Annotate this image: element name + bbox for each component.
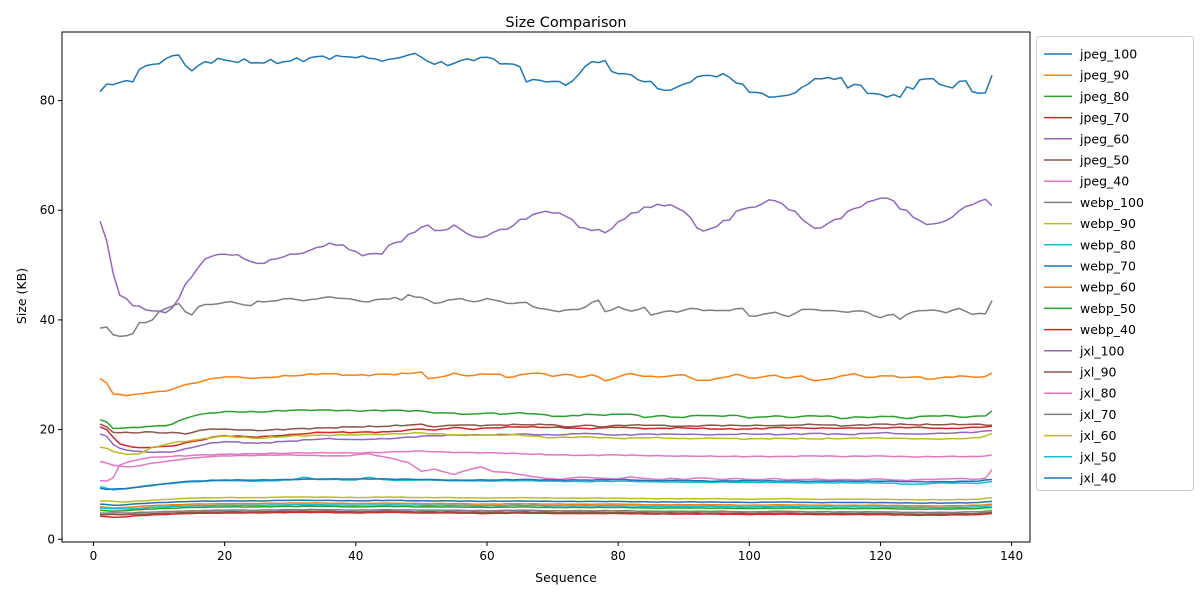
legend-label-jpeg-60: jpeg_60 <box>1079 131 1129 146</box>
y-tick-label: 80 <box>40 94 55 108</box>
series-line-webp-40 <box>100 511 993 519</box>
y-tick-label: 0 <box>47 532 55 546</box>
y-axis-title: Size (KB) <box>14 268 29 324</box>
legend-label-jpeg-70: jpeg_70 <box>1079 110 1129 125</box>
series-line-webp-70 <box>100 499 993 507</box>
series-line-jpeg-90 <box>99 371 993 397</box>
x-tick-label: 60 <box>479 549 494 563</box>
legend-label-jxl-100: jxl_100 <box>1079 343 1124 358</box>
legend-label-webp-80: webp_80 <box>1080 237 1136 252</box>
series-line-webp-80 <box>99 476 993 491</box>
series-line-webp-60 <box>99 502 993 509</box>
x-tick-label: 80 <box>611 549 626 563</box>
y-tick-label: 20 <box>40 423 55 437</box>
legend-label-jpeg-90: jpeg_90 <box>1079 68 1129 83</box>
series-line-jxl-100 <box>99 197 993 314</box>
series-line-webp-100 <box>99 293 993 338</box>
series-layer <box>99 52 993 519</box>
x-axis-title: Sequence <box>535 570 597 585</box>
series-line-webp-50 <box>99 505 992 513</box>
x-axis-ticks: 0 20 40 60 80 100 120 140 <box>90 542 1023 563</box>
legend-label-webp-100: webp_100 <box>1080 195 1144 210</box>
plot-frame <box>61 31 1031 543</box>
y-tick-label: 60 <box>40 203 55 217</box>
series-line-jpeg-50 <box>99 423 992 435</box>
series-line-jxl-70 <box>100 508 993 514</box>
legend-label-jxl-60: jxl_60 <box>1079 428 1117 443</box>
series-line-jpeg-60 <box>99 429 992 454</box>
legend-label-jxl-90: jxl_90 <box>1079 365 1117 380</box>
x-tick-label: 20 <box>217 549 232 563</box>
legend-label-jxl-40: jxl_40 <box>1079 471 1117 486</box>
series-line-jpeg-80 <box>99 409 993 430</box>
legend-label-jxl-70: jxl_70 <box>1079 407 1117 422</box>
x-tick-label: 0 <box>90 549 98 563</box>
legend-label-webp-60: webp_60 <box>1080 280 1136 295</box>
series-line-jxl-80 <box>99 450 993 482</box>
legend: jpeg_100 jpeg_90 jpeg_80 jpeg_70 jpeg_60jpeg… <box>1036 36 1194 491</box>
legend-label-jxl-80: jxl_80 <box>1079 386 1117 401</box>
legend-label-webp-70: webp_70 <box>1080 259 1136 274</box>
series-line-jpeg-40 <box>99 452 993 482</box>
legend-label-webp-90: webp_90 <box>1080 216 1136 231</box>
series-line-jxl-40 <box>99 477 993 491</box>
x-tick-label: 120 <box>869 549 892 563</box>
legend-label-webp-50: webp_50 <box>1080 301 1136 316</box>
x-tick-label: 100 <box>738 549 761 563</box>
series-line-jxl-60 <box>100 496 993 503</box>
legend-label-jpeg-100: jpeg_100 <box>1079 47 1137 62</box>
series-line-jxl-90 <box>100 510 993 516</box>
series-line-jpeg-100 <box>99 52 993 99</box>
legend-label-webp-40: webp_40 <box>1080 322 1136 337</box>
legend-label-jpeg-40: jpeg_40 <box>1079 174 1129 189</box>
y-axis-ticks: 0 20 40 60 80 <box>40 94 62 546</box>
chart-title: Size Comparison <box>505 15 626 31</box>
legend-box <box>1036 36 1194 491</box>
legend-label-jpeg-80: jpeg_80 <box>1079 89 1129 104</box>
x-tick-label: 140 <box>1000 549 1023 563</box>
series-line-webp-90 <box>99 431 993 456</box>
series-line-jxl-50 <box>100 503 993 510</box>
legend-label-jxl-50: jxl_50 <box>1079 449 1117 464</box>
series-line-jpeg-70 <box>99 425 993 449</box>
y-tick-label: 40 <box>40 313 55 327</box>
x-tick-label: 40 <box>348 549 363 563</box>
legend-label-jpeg-50: jpeg_50 <box>1079 153 1129 168</box>
